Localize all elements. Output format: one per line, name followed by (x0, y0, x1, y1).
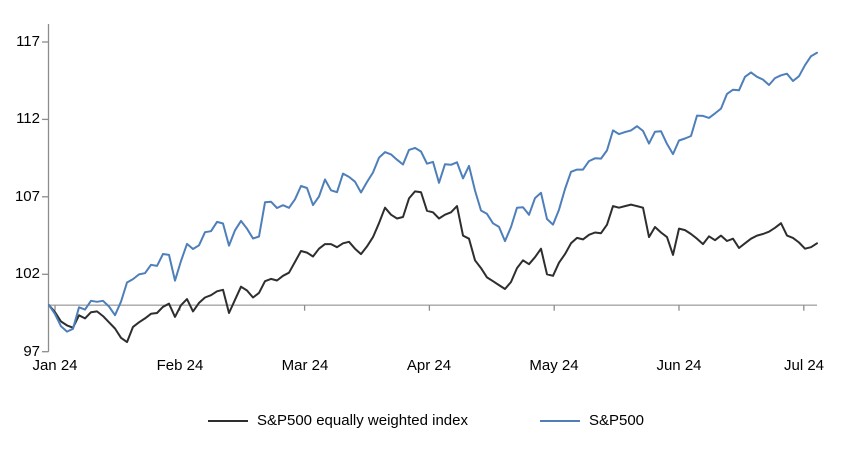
y-tick-label: 102 (14, 265, 40, 282)
legend-line-swatch-equal-weight (207, 419, 248, 422)
x-tick-label: Jun 24 (656, 357, 702, 374)
legend-label-equal-weight: S&P500 equally weighted index (256, 412, 468, 429)
x-tick-label: Mar 24 (281, 357, 329, 374)
legend-item-sp500: S&P500 (539, 412, 645, 429)
y-tick-label: 117 (16, 33, 40, 50)
x-tick-label: Jan 24 (32, 357, 78, 374)
y-tick-label: 97 (23, 343, 40, 360)
legend-line-swatch-sp500 (539, 419, 580, 422)
legend-item-equal-weight: S&P500 equally weighted index (207, 412, 468, 429)
x-tick-label: Apr 24 (406, 357, 452, 374)
x-tick-label: Feb 24 (156, 357, 204, 374)
x-tick-label: Jul 24 (783, 357, 825, 374)
chart-legend: S&P500 equally weighted index S&P500 (0, 412, 852, 429)
x-tick-label: May 24 (529, 357, 579, 374)
y-tick-label: 107 (14, 188, 40, 205)
y-tick-label: 112 (16, 110, 40, 127)
legend-label-sp500: S&P500 (588, 412, 645, 429)
